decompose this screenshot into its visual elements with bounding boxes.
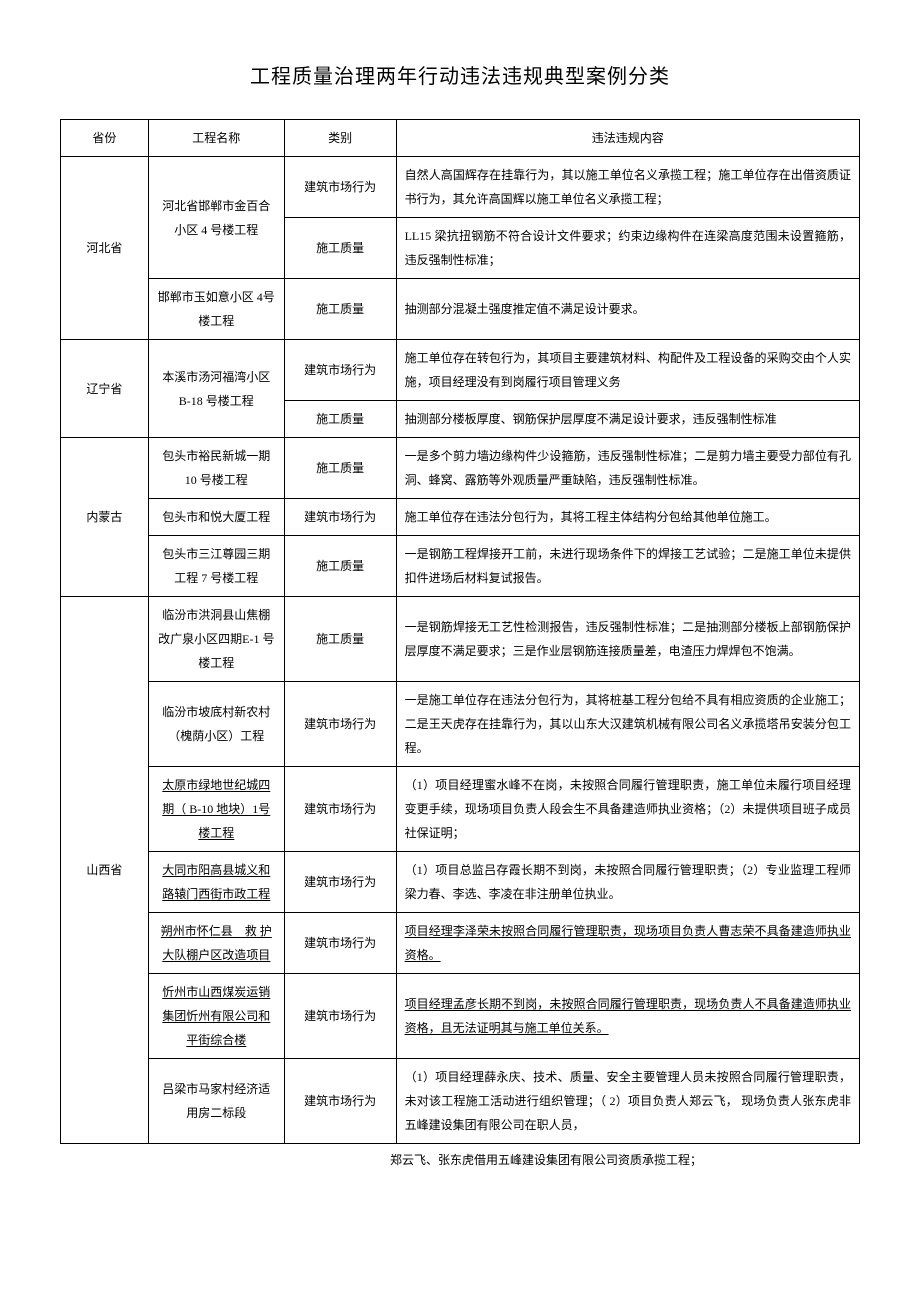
cell-content: 项目经理李泽荣未按照合同履行管理职责，现场项目负责人曹志荣不具备建造师执业资格。 — [396, 913, 859, 974]
table-row: 忻州市山西煤炭运销集团忻州有限公司和平街综合楼建筑市场行为项目经理孟彦长期不到岗… — [61, 974, 860, 1059]
cell-category: 建筑市场行为 — [284, 852, 396, 913]
cell-content: 一是钢筋工程焊接开工前，未进行现场条件下的焊接工艺试验；二是施工单位未提供扣件进… — [396, 536, 859, 597]
header-province: 省份 — [61, 120, 149, 157]
table-row: 辽宁省本溪市汤河福湾小区 B-18 号楼工程建筑市场行为施工单位存在转包行为，其… — [61, 340, 860, 401]
cell-category: 施工质量 — [284, 536, 396, 597]
table-row: 邯郸市玉如意小区 4号楼工程施工质量抽测部分混凝土强度推定值不满足设计要求。 — [61, 279, 860, 340]
table-row: 吕梁市马家村经济适用房二标段建筑市场行为（1）项目经理薛永庆、技术、质量、安全主… — [61, 1059, 860, 1144]
cell-content: 抽测部分楼板厚度、钢筋保护层厚度不满足设计要求，违反强制性标准 — [396, 401, 859, 438]
cell-category: 施工质量 — [284, 279, 396, 340]
table-row: 大同市阳高县城义和路辕门西街市政工程建筑市场行为（1）项目总监吕存霞长期不到岗，… — [61, 852, 860, 913]
cell-category: 建筑市场行为 — [284, 157, 396, 218]
table-row: 山西省临汾市洪洞县山焦棚改广泉小区四期E-1 号楼工程施工质量一是钢筋焊接无工艺… — [61, 597, 860, 682]
cell-province: 辽宁省 — [61, 340, 149, 438]
footer-note: 郑云飞、张东虎借用五峰建设集团有限公司资质承揽工程； — [390, 1150, 860, 1172]
cell-content: （1）项目总监吕存霞长期不到岗，未按照合同履行管理职责；（2）专业监理工程师梁力… — [396, 852, 859, 913]
cell-content: 施工单位存在转包行为，其项目主要建筑材料、构配件及工程设备的采购交由个人实施，项… — [396, 340, 859, 401]
cell-project: 临汾市坡底村新农村（槐荫小区）工程 — [148, 682, 284, 767]
table-row: 包头市三江尊园三期工程 7 号楼工程施工质量一是钢筋工程焊接开工前，未进行现场条… — [61, 536, 860, 597]
cell-category: 建筑市场行为 — [284, 499, 396, 536]
cell-content: 自然人高国辉存在挂靠行为，其以施工单位名义承揽工程；施工单位存在出借资质证书行为… — [396, 157, 859, 218]
cell-category: 施工质量 — [284, 597, 396, 682]
header-category: 类别 — [284, 120, 396, 157]
cell-project: 本溪市汤河福湾小区 B-18 号楼工程 — [148, 340, 284, 438]
cell-content: （1）项目经理蜜水峰不在岗，未按照合同履行管理职责，施工单位未履行项目经理变更手… — [396, 767, 859, 852]
cell-project: 邯郸市玉如意小区 4号楼工程 — [148, 279, 284, 340]
cell-content: 施工单位存在违法分包行为，其将工程主体结构分包给其他单位施工。 — [396, 499, 859, 536]
cell-category: 施工质量 — [284, 218, 396, 279]
cell-content: 一是多个剪力墙边缘构件少设箍筋，违反强制性标准；二是剪力墙主要受力部位有孔洞、蜂… — [396, 438, 859, 499]
cell-category: 施工质量 — [284, 401, 396, 438]
cell-project: 河北省邯郸市金百合小区 4 号楼工程 — [148, 157, 284, 279]
cell-content: 一是钢筋焊接无工艺性检测报告，违反强制性标准；二是抽测部分楼板上部钢筋保护层厚度… — [396, 597, 859, 682]
table-row: 河北省河北省邯郸市金百合小区 4 号楼工程建筑市场行为自然人高国辉存在挂靠行为，… — [61, 157, 860, 218]
cell-project: 朔州市怀仁县 救 护大队棚户区改造项目 — [148, 913, 284, 974]
cell-province: 山西省 — [61, 597, 149, 1144]
cell-project: 包头市和悦大厦工程 — [148, 499, 284, 536]
table-row: 临汾市坡底村新农村（槐荫小区）工程建筑市场行为一是施工单位存在违法分包行为，其将… — [61, 682, 860, 767]
cell-project: 吕梁市马家村经济适用房二标段 — [148, 1059, 284, 1144]
cell-project: 包头市裕民新城一期 10 号楼工程 — [148, 438, 284, 499]
page-title: 工程质量治理两年行动违法违规典型案例分类 — [60, 60, 860, 89]
cell-project: 包头市三江尊园三期工程 7 号楼工程 — [148, 536, 284, 597]
cell-project: 太原市绿地世纪城四期（ B-10 地块）1号楼工程 — [148, 767, 284, 852]
table-row: 包头市和悦大厦工程建筑市场行为施工单位存在违法分包行为，其将工程主体结构分包给其… — [61, 499, 860, 536]
header-project: 工程名称 — [148, 120, 284, 157]
cell-content: 一是施工单位存在违法分包行为，其将桩基工程分包给不具有相应资质的企业施工；二是王… — [396, 682, 859, 767]
cell-category: 建筑市场行为 — [284, 767, 396, 852]
cell-category: 建筑市场行为 — [284, 682, 396, 767]
table-row: 内蒙古包头市裕民新城一期 10 号楼工程施工质量一是多个剪力墙边缘构件少设箍筋，… — [61, 438, 860, 499]
cell-content: 抽测部分混凝土强度推定值不满足设计要求。 — [396, 279, 859, 340]
cell-project: 临汾市洪洞县山焦棚改广泉小区四期E-1 号楼工程 — [148, 597, 284, 682]
table-row: 太原市绿地世纪城四期（ B-10 地块）1号楼工程建筑市场行为（1）项目经理蜜水… — [61, 767, 860, 852]
cases-table: 省份 工程名称 类别 违法违规内容 河北省河北省邯郸市金百合小区 4 号楼工程建… — [60, 119, 860, 1144]
header-content: 违法违规内容 — [396, 120, 859, 157]
cell-category: 建筑市场行为 — [284, 913, 396, 974]
cell-project: 大同市阳高县城义和路辕门西街市政工程 — [148, 852, 284, 913]
cell-category: 施工质量 — [284, 438, 396, 499]
cell-content: LL15 梁抗扭钢筋不符合设计文件要求；约束边缘构件在连梁高度范围未设置箍筋，违… — [396, 218, 859, 279]
cell-category: 建筑市场行为 — [284, 340, 396, 401]
cell-province: 内蒙古 — [61, 438, 149, 597]
cell-content: （1）项目经理薛永庆、技术、质量、安全主要管理人员未按照合同履行管理职责，未对该… — [396, 1059, 859, 1144]
cell-category: 建筑市场行为 — [284, 1059, 396, 1144]
cell-category: 建筑市场行为 — [284, 974, 396, 1059]
cell-province: 河北省 — [61, 157, 149, 340]
table-row: 朔州市怀仁县 救 护大队棚户区改造项目建筑市场行为项目经理李泽荣未按照合同履行管… — [61, 913, 860, 974]
cell-project: 忻州市山西煤炭运销集团忻州有限公司和平街综合楼 — [148, 974, 284, 1059]
table-header-row: 省份 工程名称 类别 违法违规内容 — [61, 120, 860, 157]
cell-content: 项目经理孟彦长期不到岗，未按照合同履行管理职责，现场负责人不具备建造师执业资格，… — [396, 974, 859, 1059]
